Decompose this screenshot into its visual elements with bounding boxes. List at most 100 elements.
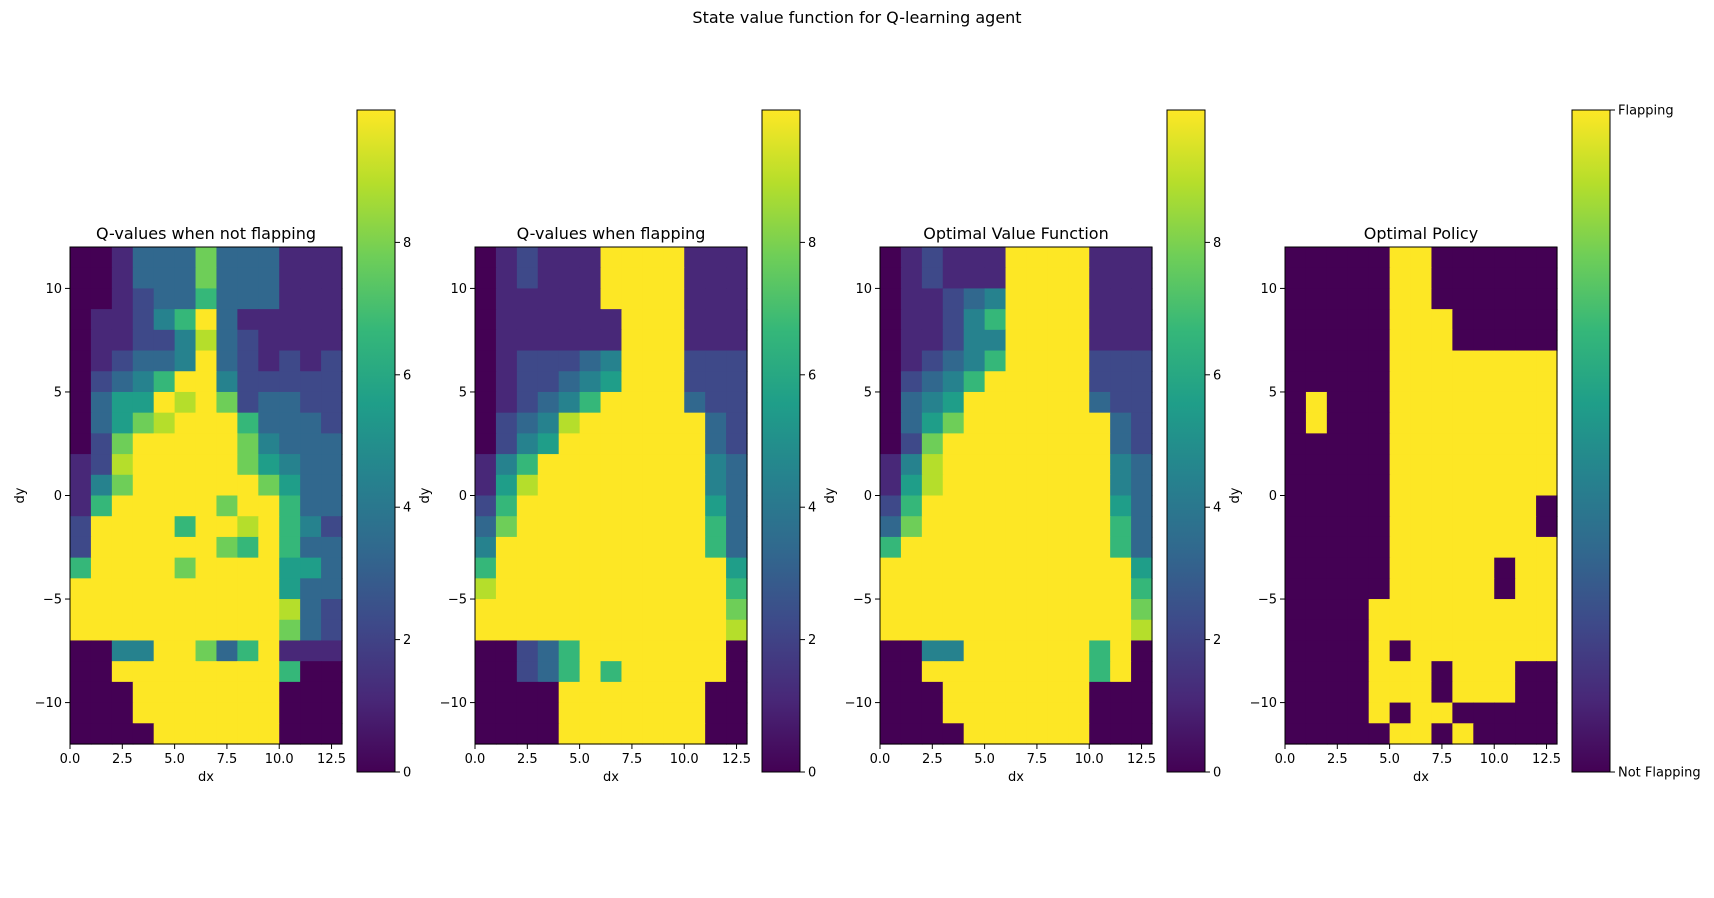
heatmap-cell [1494, 619, 1516, 642]
heatmap-cell [70, 661, 92, 683]
heatmap-cell [495, 557, 518, 579]
heatmap-cell [321, 599, 343, 621]
heatmap-cell [726, 350, 748, 372]
heatmap-cell [558, 536, 581, 559]
heatmap-cell [475, 681, 497, 704]
heatmap-cell [495, 536, 518, 559]
heatmap-cell [1047, 702, 1069, 724]
heatmap-cell [1005, 661, 1028, 683]
heatmap-cell [1068, 495, 1090, 517]
heatmap-cell [475, 391, 497, 414]
heatmap-cell [321, 391, 343, 414]
heatmap-cell [1326, 371, 1349, 393]
heatmap-cell [537, 371, 560, 393]
heatmap-cell [279, 723, 301, 745]
heatmap-cell [1047, 495, 1069, 517]
heatmap-cell [621, 536, 643, 559]
heatmap-cell [132, 557, 155, 579]
heatmap-cell [705, 723, 727, 745]
heatmap-cell [516, 288, 539, 310]
heatmap-cell [237, 247, 259, 269]
heatmap-cell [321, 702, 343, 724]
heatmap-cell [475, 578, 497, 600]
heatmap-cell [1089, 702, 1111, 724]
heatmap-cell [90, 474, 113, 497]
heatmap-cell [537, 702, 560, 724]
heatmap-cell [1389, 578, 1412, 600]
heatmap-cell [1089, 371, 1111, 393]
heatmap-cell [1326, 309, 1349, 331]
heatmap-cell [537, 495, 560, 517]
heatmap-cell [621, 474, 643, 497]
heatmap-cell [1368, 516, 1391, 538]
heatmap-cell [1305, 681, 1328, 704]
heatmap-cell [1326, 681, 1349, 704]
heatmap-cell [1005, 702, 1028, 724]
heatmap-cell [475, 619, 497, 642]
heatmap-cell [237, 640, 259, 662]
heatmap-cell [1515, 350, 1537, 372]
heatmap-cell [558, 474, 581, 497]
y-tick-label: −5 [43, 593, 62, 608]
heatmap-cell [558, 309, 581, 331]
heatmap-cell [1410, 495, 1433, 517]
heatmap-cell [1131, 516, 1153, 538]
heatmap-cell [216, 661, 238, 683]
heatmap-cell [1536, 640, 1558, 662]
heatmap-cell [1131, 267, 1153, 290]
heatmap-cell [174, 661, 197, 683]
heatmap-cell [1326, 454, 1349, 476]
heatmap-cell [663, 288, 685, 310]
heatmap-cell [90, 599, 113, 621]
heatmap-cell [70, 391, 92, 414]
heatmap-cell [921, 516, 944, 538]
heatmap-cell [1110, 267, 1132, 290]
heatmap-cell [1305, 578, 1328, 600]
heatmap-cell [111, 474, 134, 497]
heatmap-cell [726, 267, 748, 290]
heatmap-cell [1515, 371, 1537, 393]
heatmap-cell [642, 723, 664, 745]
heatmap-cell [963, 619, 986, 642]
heatmap-cell [942, 536, 965, 559]
heatmap-cell [1326, 640, 1349, 662]
heatmap-cell [1410, 702, 1433, 724]
heatmap-cell [705, 433, 727, 455]
heatmap-cell [558, 454, 581, 476]
heatmap-cell [1089, 599, 1111, 621]
heatmap-cell [90, 702, 113, 724]
heatmap-cell [1515, 391, 1537, 414]
heatmap-cell [1452, 267, 1474, 290]
heatmap-cell [600, 599, 623, 621]
heatmap-cell [726, 247, 748, 269]
y-tick-label: 10 [1260, 282, 1277, 297]
heatmap-cell [153, 619, 176, 642]
heatmap-cell [90, 371, 113, 393]
heatmap-cell [1347, 371, 1370, 393]
heatmap-cell [216, 350, 238, 372]
heatmap-cell [1515, 247, 1537, 269]
heatmap-cell [300, 599, 322, 621]
heatmap-cell [216, 474, 238, 497]
heatmap-cell [195, 454, 218, 476]
heatmap-cell [516, 723, 539, 745]
heatmap-cell [1368, 599, 1391, 621]
heatmap-cell [1326, 412, 1349, 434]
heatmap-cell [663, 495, 685, 517]
heatmap-cell [174, 599, 197, 621]
heatmap-cell [495, 412, 518, 434]
heatmap-cell [880, 536, 902, 559]
heatmap-cell [279, 536, 301, 559]
heatmap-cell [900, 557, 923, 579]
heatmap-cell [1047, 557, 1069, 579]
heatmap-cell [942, 350, 965, 372]
heatmap-cell [1285, 350, 1307, 372]
heatmap-cell [880, 433, 902, 455]
heatmap-cell [1347, 329, 1370, 352]
heatmap-cell [1110, 288, 1132, 310]
heatmap-cell [1110, 433, 1132, 455]
heatmap-cell [174, 267, 197, 290]
heatmap-cell [153, 371, 176, 393]
heatmap-cell [579, 661, 602, 683]
heatmap-cell [1536, 681, 1558, 704]
